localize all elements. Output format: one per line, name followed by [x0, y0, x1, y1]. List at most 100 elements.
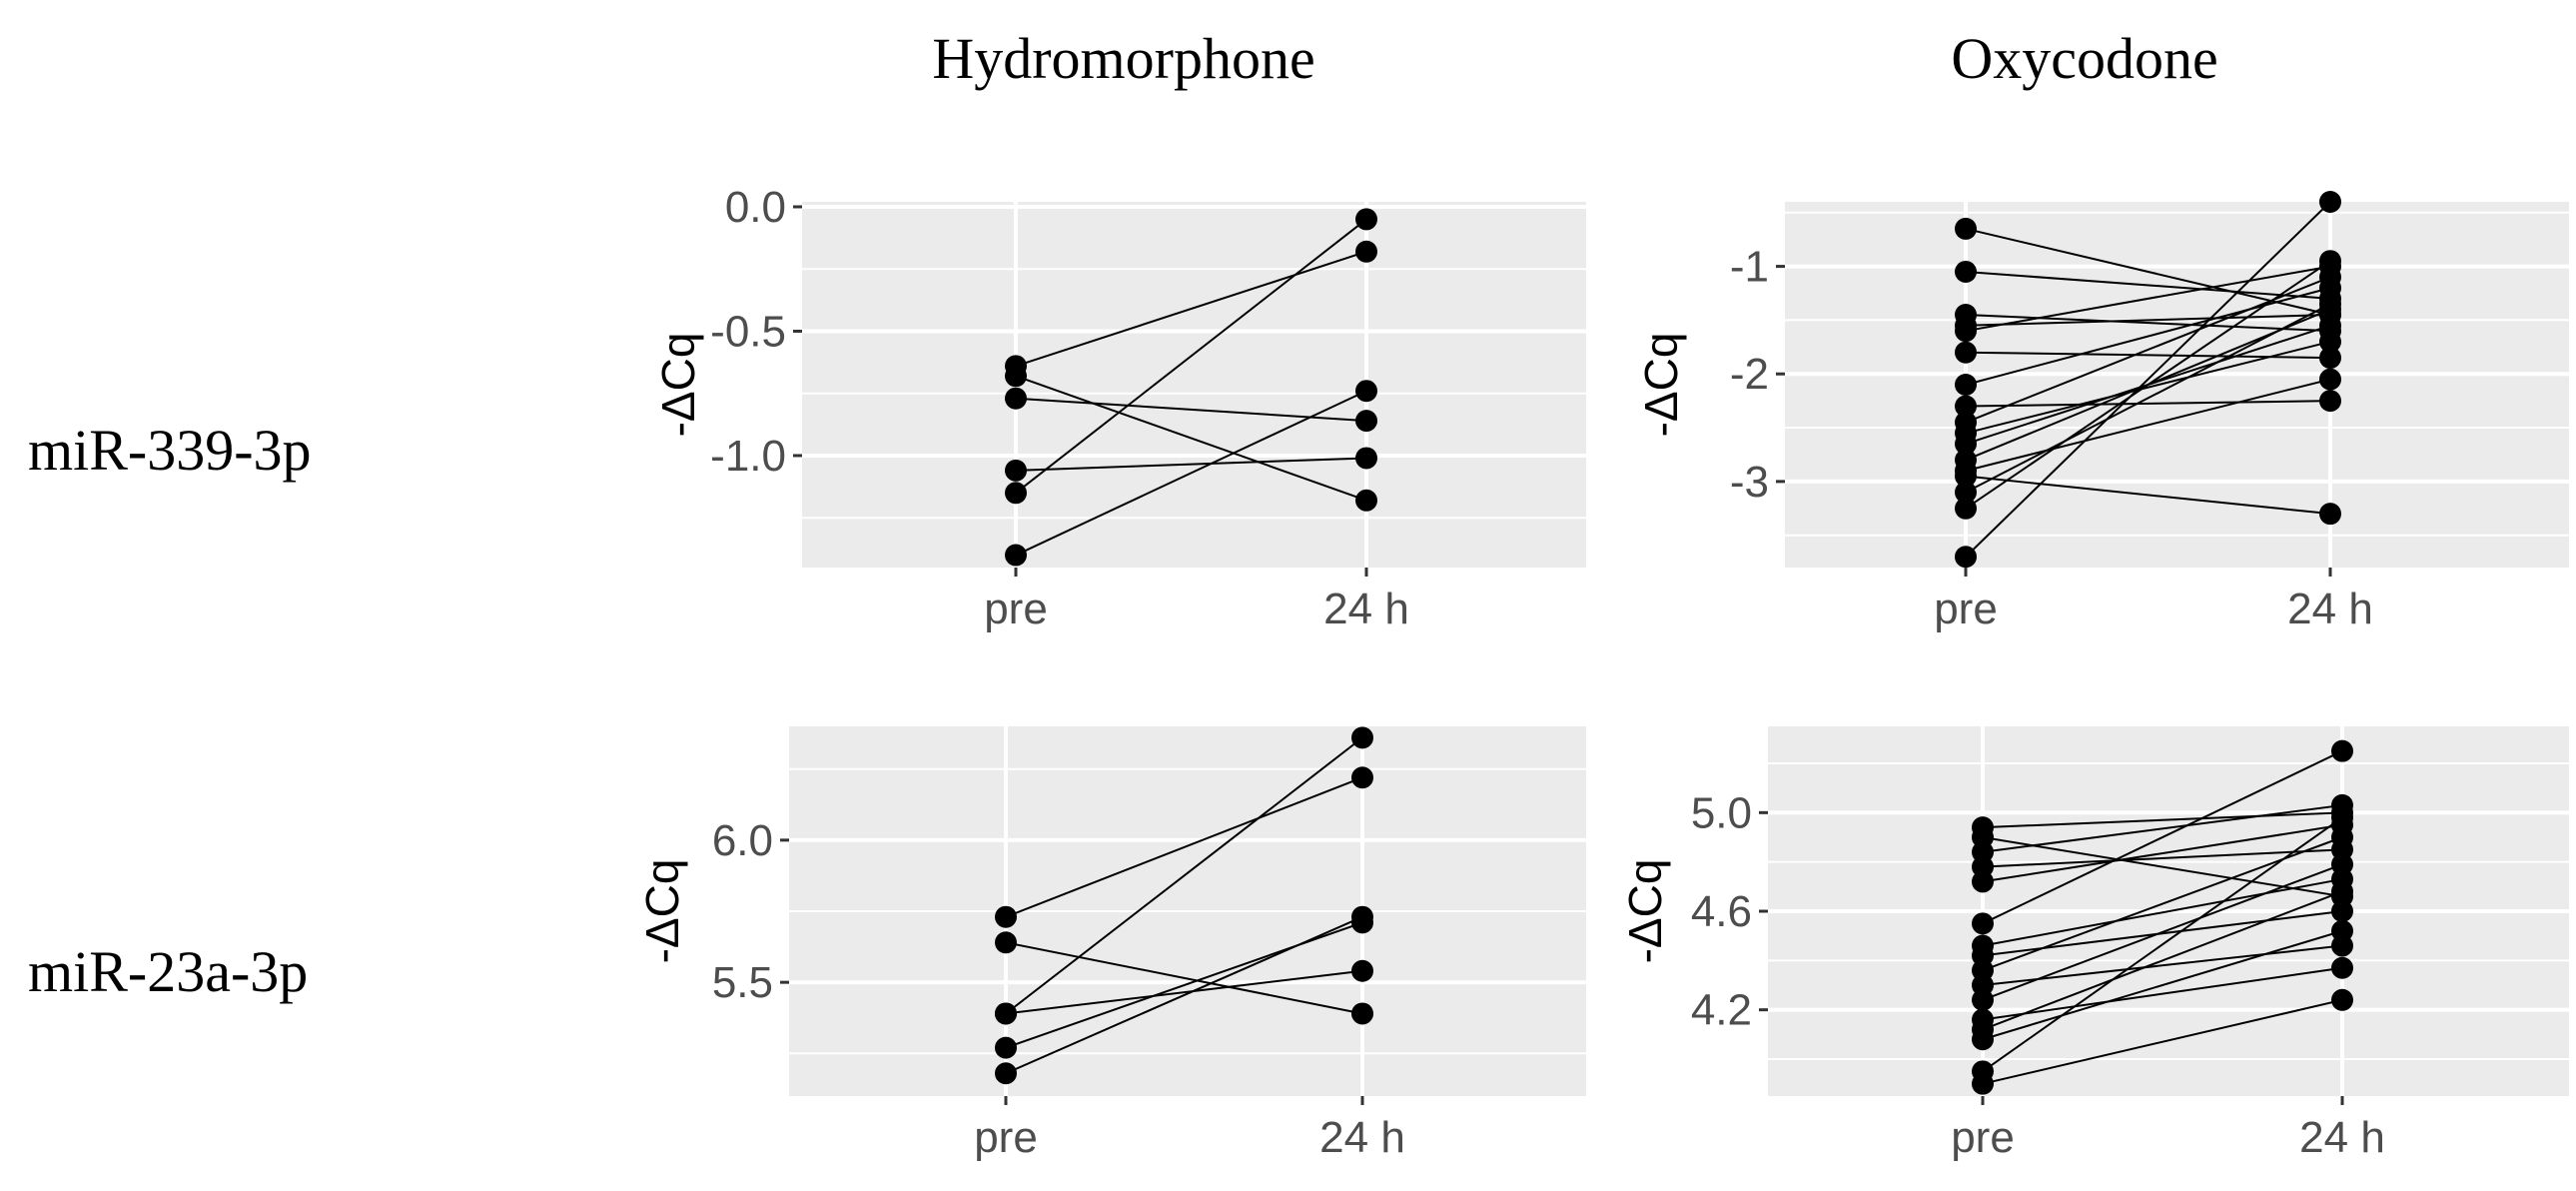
minor-gridlines [789, 767, 1586, 1055]
y-tick-label: -2 [1730, 350, 1769, 399]
x-tick-label: 24 h [1319, 1113, 1405, 1162]
series-line-1 [1005, 776, 1363, 918]
series-line-13 [1965, 378, 2331, 473]
panel-background [802, 202, 1586, 568]
series-line-5 [1982, 823, 2343, 883]
data-point-6-pre [1972, 912, 1994, 935]
y-tick-label: -3 [1730, 458, 1769, 507]
row-label-mir-23a-3p: miR-23a-3p [28, 939, 308, 1004]
data-point-2-pre [1955, 260, 1977, 283]
series-line-3 [1015, 397, 1367, 423]
panel-hydromorphone-mir23a: 6.0 5.5 pre 24 h -ΔCq [636, 726, 1586, 1162]
x-tick-label: 24 h [2299, 1113, 2385, 1162]
data-point-2-pre [1005, 365, 1027, 388]
data-point-3-24h [1351, 726, 1373, 749]
data-point-17-24h [2319, 191, 2341, 213]
y-tick-marks [1759, 810, 1768, 1012]
data-point-5-pre [995, 1036, 1017, 1059]
y-tick-marks [793, 205, 802, 458]
data-point-16-24h [2331, 988, 2353, 1011]
y-tick-label: 5.5 [712, 958, 773, 1007]
series-line-17 [1965, 201, 2331, 558]
y-tick-labels: -1 -2 -3 [1730, 243, 1769, 507]
data-point-3-24h [1355, 410, 1377, 433]
series-line-3 [1982, 803, 2343, 853]
data-point-11-pre [1955, 433, 1977, 456]
data-point-6-24h [2331, 739, 2353, 762]
data-point-15-24h [2319, 293, 2341, 316]
y-axis-label: -ΔCq [652, 333, 704, 438]
column-title-oxycodone: Oxycodone [1951, 26, 2217, 91]
x-tick-label: pre [974, 1113, 1038, 1162]
data-point-7-pre [1955, 374, 1977, 396]
series-line-2 [1965, 270, 2331, 300]
data-point-14-pre [1972, 1028, 1994, 1051]
data-point-2-24h [1355, 489, 1377, 512]
series-line-6 [1005, 915, 1363, 1075]
data-point-6-pre [1005, 544, 1027, 567]
minor-gridlines [1768, 762, 2569, 1060]
series-line-2 [1015, 375, 1367, 502]
series-line-10 [1965, 340, 2331, 435]
data-point-11-24h [2331, 853, 2353, 876]
data-point-8-24h [2319, 390, 2341, 413]
series-line-3 [1965, 314, 2331, 333]
series-line-4 [1965, 314, 2331, 327]
data-point-14-pre [1955, 465, 1977, 488]
data-point-4-24h [1355, 447, 1377, 470]
series-line-14 [1982, 929, 2343, 1041]
data-point-1-24h [1351, 766, 1373, 789]
data-point-4-pre [995, 1002, 1017, 1025]
data-points [1972, 739, 2353, 1095]
series-line-6 [1982, 749, 2343, 925]
data-point-2-pre [995, 931, 1017, 954]
x-tick-labels: pre 24 h [1934, 585, 2373, 633]
x-tick-label: pre [1951, 1113, 2015, 1162]
x-tick-labels: pre 24 h [1951, 1113, 2385, 1162]
data-point-6-pre [995, 1062, 1017, 1085]
y-tick-label: -0.5 [710, 307, 786, 356]
data-point-6-24h [1355, 380, 1377, 403]
data-point-14-24h [2331, 919, 2353, 942]
x-tick-marks [1014, 568, 1368, 577]
data-point-1-24h [1355, 240, 1377, 263]
data-point-14-24h [2319, 503, 2341, 526]
y-axis-label: -ΔCq [1635, 333, 1687, 438]
minor-gridlines [1785, 211, 2569, 537]
row-label-mir-339-3p: miR-339-3p [28, 418, 312, 483]
data-points [995, 726, 1373, 1085]
data-point-16-pre [1972, 1072, 1994, 1095]
row-labels: miR-339-3p miR-23a-3p [28, 418, 312, 1004]
data-point-5-pre [1005, 482, 1027, 505]
series-line-13 [1982, 890, 2343, 1031]
data-point-6-24h [2319, 347, 2341, 370]
y-tick-labels: 6.0 5.5 [712, 816, 773, 1007]
y-tick-label: 6.0 [712, 816, 773, 865]
data-point-11-24h [2319, 314, 2341, 337]
data-point-16-24h [2319, 250, 2341, 273]
data-point-10-24h [2319, 330, 2341, 353]
data-point-12-24h [2331, 956, 2353, 979]
panel-oxycodone-mir339: -1 -2 -3 pre 24 h -ΔCq [1635, 191, 2569, 633]
column-title-hydromorphone: Hydromorphone [932, 26, 1314, 91]
data-point-4-24h [1351, 959, 1373, 982]
x-tick-labels: pre 24 h [984, 585, 1409, 633]
data-point-2-24h [1351, 1002, 1373, 1025]
x-tick-marks [1004, 1096, 1364, 1105]
y-tick-label: 5.0 [1691, 788, 1752, 837]
series-line-5 [1965, 265, 2331, 333]
series-lines [1015, 218, 1367, 557]
series-line-4 [1005, 969, 1363, 1015]
series-line-11 [1982, 863, 2343, 1001]
data-point-11-pre [1972, 988, 1994, 1011]
data-points [1005, 208, 1377, 567]
x-tick-label: 24 h [2287, 585, 2373, 633]
y-tick-marks [780, 838, 789, 984]
series-line-1 [1015, 250, 1367, 368]
panel-background [1785, 202, 2569, 568]
data-point-1-pre [995, 905, 1017, 928]
data-point-8-24h [2331, 900, 2353, 922]
series-line-7 [1965, 287, 2331, 386]
x-tick-label: pre [1934, 585, 1998, 633]
